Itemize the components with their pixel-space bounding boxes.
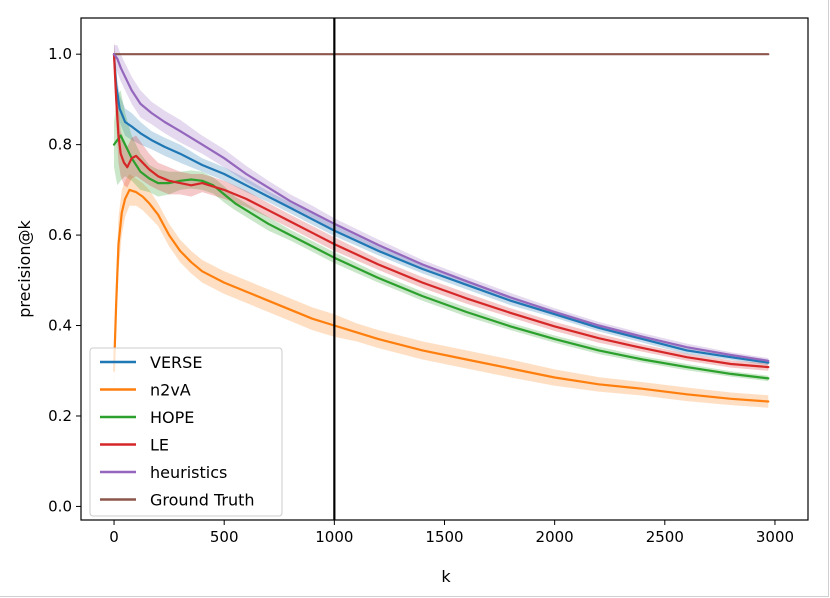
legend-label-heuristics: heuristics: [150, 463, 227, 482]
x-tick-label: 500: [210, 528, 239, 546]
le-line: [112, 53, 770, 369]
legend-label-verse: VERSE: [150, 353, 202, 372]
heuristics-line: [112, 53, 770, 362]
x-axis-label: k: [441, 567, 451, 586]
legend-label-hope: HOPE: [150, 408, 194, 427]
x-axis-ticks: 0 500 1000 1500 2000 2500 3000: [109, 520, 794, 546]
y-axis-label: precision@k: [15, 220, 34, 318]
le-band: [114, 40, 769, 371]
x-tick-label: 1000: [315, 528, 353, 546]
series-lines: [112, 53, 770, 403]
y-tick-label: 0.0: [48, 497, 72, 515]
legend-box: [89, 347, 283, 517]
y-tick-label: 0.4: [48, 317, 72, 335]
y-axis-ticks: 0.0 0.2 0.4 0.6 0.8 1.0: [48, 45, 81, 515]
y-tick-label: 0.2: [48, 407, 72, 425]
legend-label-le: LE: [150, 436, 169, 455]
y-tick-label: 0.6: [48, 226, 72, 244]
legend-label-n2va: n2vA: [150, 381, 191, 400]
hope-line: [112, 134, 770, 380]
y-tick-label: 1.0: [48, 45, 72, 63]
x-tick-label: 2500: [646, 528, 684, 546]
verse-line: [112, 53, 770, 364]
heuristics-band: [114, 45, 769, 364]
x-tick-label: 0: [109, 528, 119, 546]
hope-band: [114, 90, 769, 382]
legend-label-ground-truth: Ground Truth: [150, 491, 255, 510]
n2va-line: [112, 188, 770, 403]
legend: VERSE n2vA HOPE LE heuristics Ground Truth: [89, 347, 283, 517]
x-tick-label: 2000: [536, 528, 574, 546]
x-tick-label: 3000: [756, 528, 794, 546]
y-tick-label: 0.8: [48, 136, 72, 154]
x-tick-label: 1500: [425, 528, 463, 546]
verse-band: [114, 42, 769, 366]
